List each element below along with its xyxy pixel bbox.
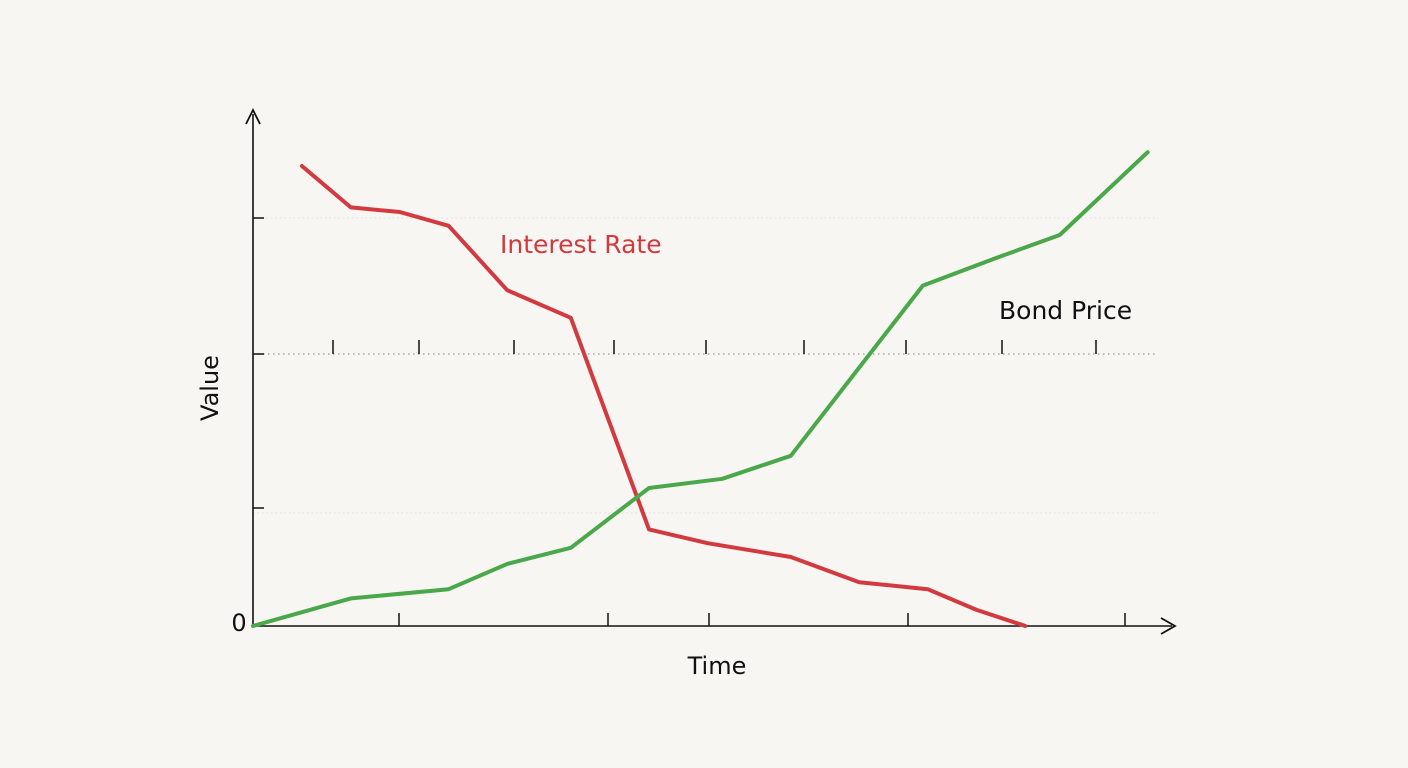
axis-ticks — [253, 217, 1126, 626]
y-axis-arrow-icon — [245, 107, 261, 125]
series-line-bond-price — [251, 150, 1150, 628]
grid-lines — [253, 217, 1158, 514]
axes — [245, 107, 1177, 635]
series-label-interest-rate: Interest Rate — [500, 230, 662, 259]
x-axis-title: Time — [687, 652, 747, 680]
series-label-bond-price: Bond Price — [999, 296, 1132, 325]
x-axis-arrow-icon — [1160, 617, 1177, 635]
y-axis-title: Value — [196, 355, 224, 421]
series-lines — [251, 150, 1150, 628]
series-line-interest-rate — [299, 164, 1028, 628]
y-tick-label-zero: 0 — [231, 609, 246, 637]
